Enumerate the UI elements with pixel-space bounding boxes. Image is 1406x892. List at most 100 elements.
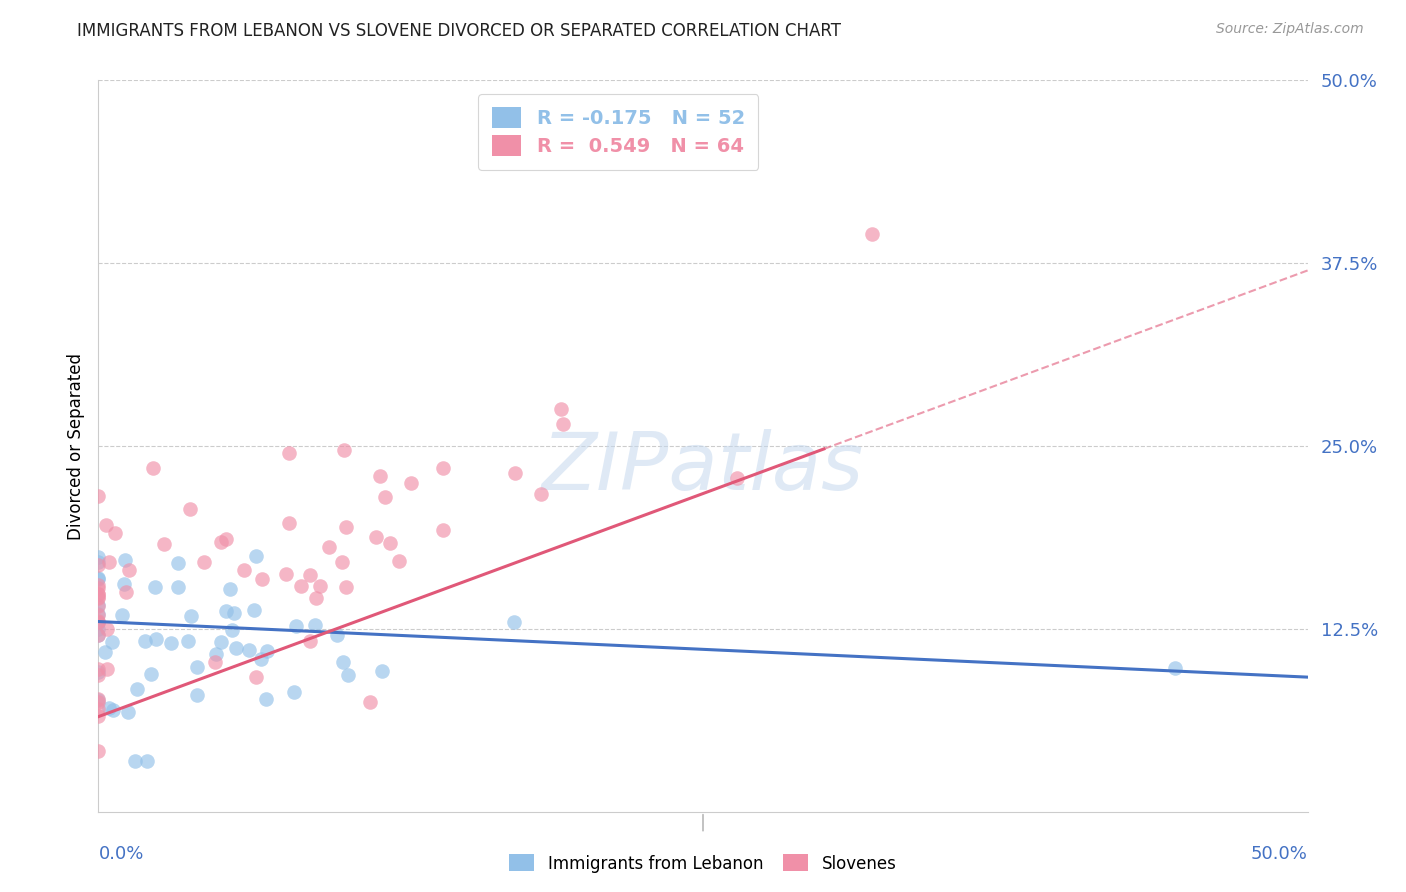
Point xyxy=(553,417,575,431)
Point xyxy=(143,580,166,594)
Point xyxy=(117,706,139,720)
Point xyxy=(87,702,110,716)
Point xyxy=(101,634,124,648)
Point xyxy=(550,402,572,417)
Point xyxy=(222,606,245,620)
Point xyxy=(87,587,110,601)
Point xyxy=(225,640,247,655)
Point xyxy=(245,549,267,564)
Point xyxy=(179,502,201,516)
Point xyxy=(118,563,141,577)
Point xyxy=(87,695,110,709)
Point xyxy=(401,476,423,491)
Legend: Immigrants from Lebanon, Slovenes: Immigrants from Lebanon, Slovenes xyxy=(503,847,903,880)
Point xyxy=(87,744,110,758)
Legend: R = -0.175   N = 52, R =  0.549   N = 64: R = -0.175 N = 52, R = 0.549 N = 64 xyxy=(478,94,758,170)
Point xyxy=(87,587,110,601)
Point xyxy=(337,668,360,682)
Point xyxy=(335,581,357,595)
Point xyxy=(209,635,232,649)
Point xyxy=(277,446,299,460)
Point xyxy=(101,703,124,717)
Point xyxy=(193,556,215,570)
Point xyxy=(332,443,354,458)
Point xyxy=(387,554,409,568)
Point xyxy=(87,615,110,630)
Point xyxy=(87,599,110,613)
Point xyxy=(432,524,454,538)
Point xyxy=(503,615,526,629)
Point xyxy=(290,579,312,593)
Point xyxy=(87,591,110,605)
Point xyxy=(87,571,110,585)
Point xyxy=(305,591,328,605)
Point xyxy=(87,598,110,612)
Point xyxy=(177,634,200,648)
Point xyxy=(104,525,127,540)
Point xyxy=(371,665,394,679)
Point xyxy=(530,486,553,500)
Point xyxy=(87,665,110,679)
Point xyxy=(204,656,226,670)
Point xyxy=(166,580,188,594)
Point xyxy=(87,623,110,637)
Point xyxy=(308,579,330,593)
Point xyxy=(219,582,242,596)
Text: 0.0%: 0.0% xyxy=(98,845,143,863)
Point xyxy=(97,700,120,714)
Point xyxy=(860,227,883,241)
Point xyxy=(125,681,148,696)
Point xyxy=(250,572,273,586)
Point xyxy=(87,692,110,706)
Point xyxy=(245,670,267,684)
Point xyxy=(335,519,357,533)
Point xyxy=(98,555,121,569)
Point xyxy=(374,490,396,504)
Point xyxy=(250,652,273,666)
Point xyxy=(96,622,118,636)
Point xyxy=(368,468,391,483)
Point xyxy=(1163,661,1185,675)
Point xyxy=(112,576,135,591)
Text: IMMIGRANTS FROM LEBANON VS SLOVENE DIVORCED OR SEPARATED CORRELATION CHART: IMMIGRANTS FROM LEBANON VS SLOVENE DIVOR… xyxy=(77,22,841,40)
Point xyxy=(87,693,110,707)
Point xyxy=(87,607,110,621)
Point xyxy=(221,623,243,637)
Point xyxy=(124,754,146,768)
Point xyxy=(285,619,308,633)
Point xyxy=(87,558,110,573)
Point xyxy=(87,607,110,622)
Text: Source: ZipAtlas.com: Source: ZipAtlas.com xyxy=(1216,22,1364,37)
Point xyxy=(243,603,266,617)
Point xyxy=(142,461,165,475)
Point xyxy=(87,591,110,606)
Point xyxy=(725,471,748,485)
Point xyxy=(87,661,110,675)
Point xyxy=(160,636,183,650)
Point xyxy=(276,566,298,581)
Point xyxy=(167,556,190,570)
Point xyxy=(254,691,277,706)
Point xyxy=(215,532,238,546)
Point xyxy=(180,609,202,624)
Point xyxy=(87,615,110,630)
Point xyxy=(503,466,526,480)
Point xyxy=(359,695,381,709)
Text: 50.0%: 50.0% xyxy=(1251,845,1308,863)
Point xyxy=(283,684,305,698)
Y-axis label: Divorced or Separated: Divorced or Separated xyxy=(66,352,84,540)
Point xyxy=(114,584,136,599)
Point xyxy=(94,518,117,533)
Point xyxy=(87,556,110,570)
Point xyxy=(111,607,134,622)
Point xyxy=(209,535,232,549)
Point xyxy=(87,668,110,682)
Point xyxy=(298,568,321,582)
Point xyxy=(87,709,110,723)
Point xyxy=(330,555,353,569)
Point xyxy=(87,572,110,586)
Point xyxy=(278,516,301,531)
Point xyxy=(364,531,387,545)
Point xyxy=(186,659,208,673)
Point xyxy=(232,563,254,577)
